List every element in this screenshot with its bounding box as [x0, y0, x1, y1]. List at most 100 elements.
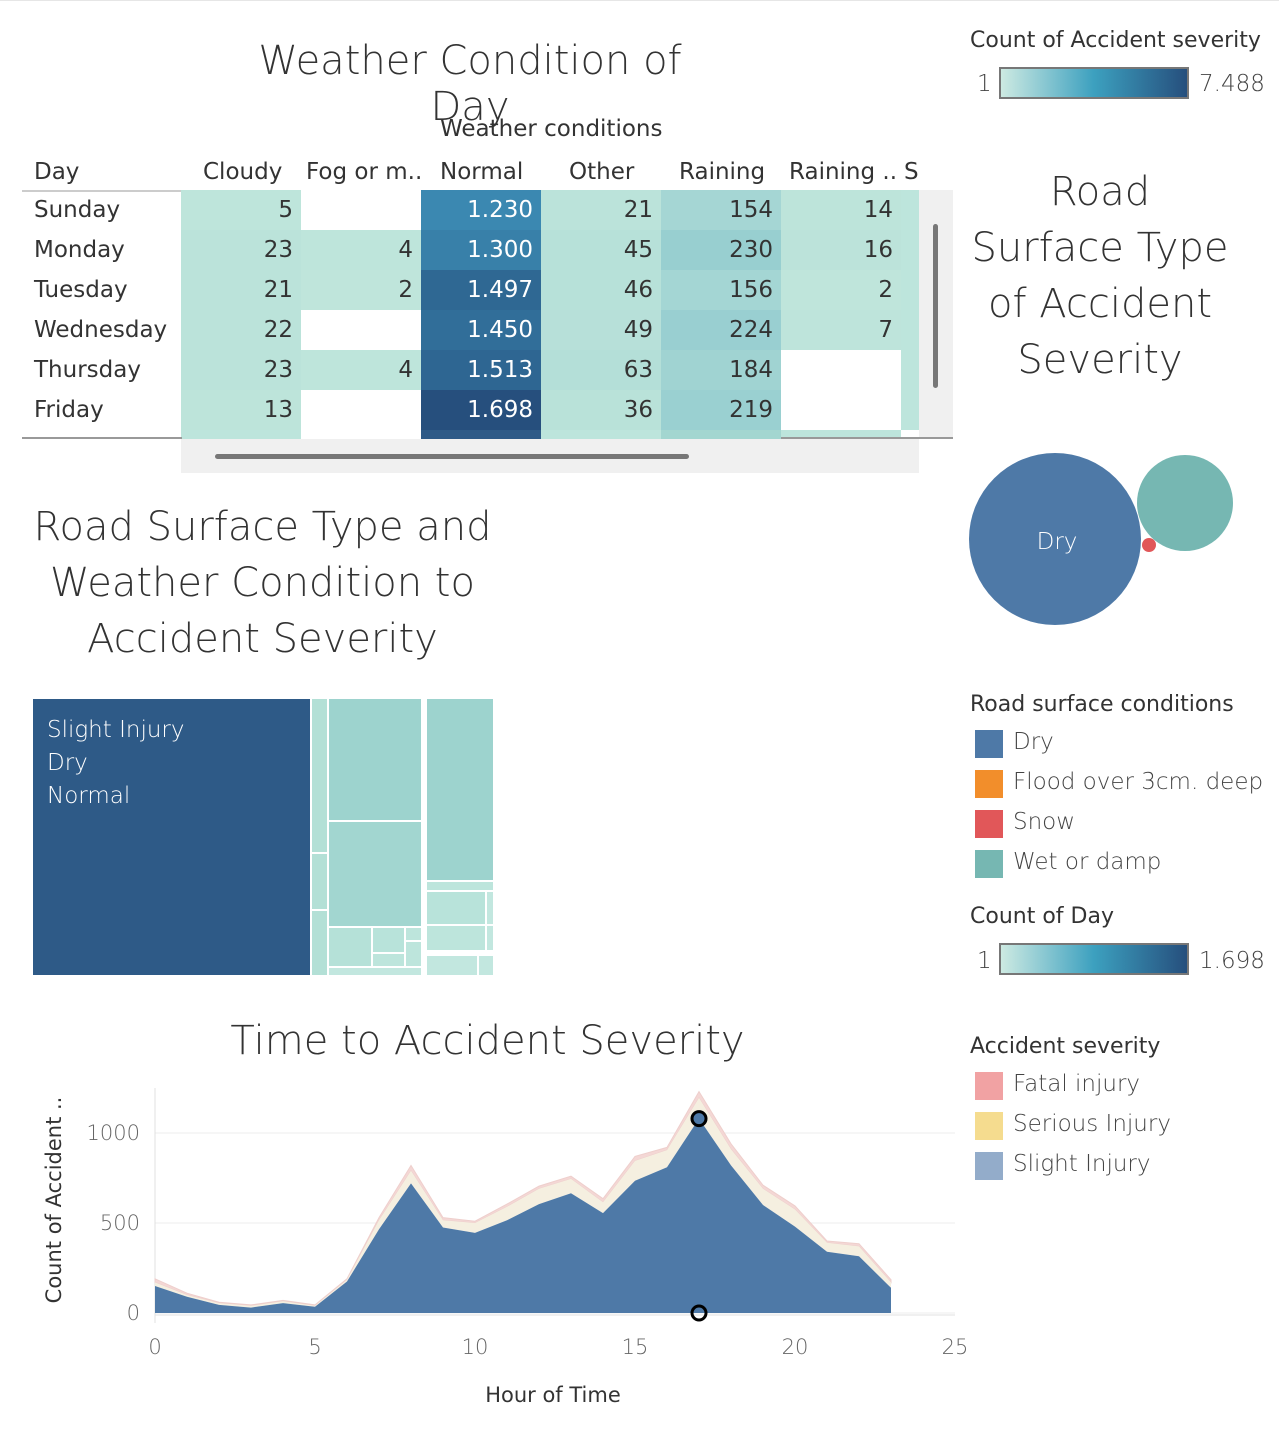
treemap-tile[interactable] [312, 699, 327, 852]
treemap-tile-main[interactable] [33, 699, 310, 975]
heatmap-cell[interactable]: 184 [661, 350, 781, 390]
heatmap-cell[interactable]: 156 [661, 270, 781, 310]
horizontal-scrollbar[interactable] [181, 439, 919, 473]
bubble-dry-label: Dry [1037, 529, 1078, 555]
heatmap-cell[interactable]: 2 [781, 270, 901, 310]
treemap-title-line-2: Weather Condition to [50, 560, 475, 606]
heatmap-cell[interactable]: 21 [541, 190, 661, 230]
treemap-tile[interactable] [329, 822, 421, 926]
treemap-tile[interactable] [427, 956, 477, 975]
heatmap-bottom-divider-right [781, 437, 953, 439]
heatmap-cell[interactable]: 4 [301, 350, 421, 390]
heatmap-col-header[interactable]: Cloudy [203, 159, 283, 185]
heatmap-cell[interactable]: 7 [781, 310, 901, 350]
x-tick-label: 0 [148, 1335, 161, 1359]
heatmap-cell[interactable]: 22 [181, 310, 301, 350]
legend-severity-count-max: 7.488 [1199, 71, 1265, 97]
bubble-snow[interactable] [1142, 538, 1156, 552]
treemap-tile[interactable] [427, 892, 485, 924]
legend-swatch [975, 730, 1003, 758]
legend-swatch [975, 1112, 1003, 1140]
treemap-label-surface: Dry [47, 750, 88, 776]
treemap-tile[interactable] [373, 928, 404, 952]
treemap-tile[interactable] [427, 926, 485, 950]
heatmap-cell[interactable] [301, 390, 421, 430]
treemap-tile[interactable] [427, 699, 493, 880]
bubble-wet-or-damp[interactable] [1137, 455, 1233, 551]
horizontal-scrollbar-thumb[interactable] [215, 454, 689, 459]
heatmap-bottom-divider [22, 437, 182, 439]
heatmap-cell[interactable]: 1.698 [421, 390, 541, 430]
y-tick-label: 500 [100, 1211, 140, 1235]
heatmap-cell[interactable]: 49 [541, 310, 661, 350]
heatmap-cell[interactable]: 63 [541, 350, 661, 390]
x-tick-label: 25 [942, 1335, 969, 1359]
area-chart-title: Time to Accident Severity [230, 1018, 745, 1064]
heatmap-column-strip [421, 430, 541, 439]
bubble-title-line-1: Road [1049, 169, 1151, 215]
treemap-tile[interactable] [312, 854, 327, 909]
heatmap-cell[interactable]: 16 [781, 230, 901, 270]
heatmap-clipped-cell [901, 270, 919, 310]
treemap-tile[interactable] [373, 954, 404, 966]
heatmap-clipped-cell [901, 190, 919, 230]
heatmap-col-header[interactable]: Normal [440, 159, 524, 185]
heatmap-cell[interactable]: 23 [181, 230, 301, 270]
heatmap-cell[interactable]: 1.513 [421, 350, 541, 390]
heatmap-cell[interactable] [781, 350, 901, 390]
heatmap-cell[interactable] [781, 390, 901, 430]
treemap-tile[interactable] [329, 928, 371, 966]
treemap-tile[interactable] [487, 892, 493, 924]
treemap-tile[interactable] [487, 926, 493, 950]
treemap-title-line-3: Accident Severity [87, 616, 438, 662]
x-tick-label: 5 [308, 1335, 321, 1359]
legend-day-count-min: 1 [977, 948, 992, 974]
bubble-chart: Dry [969, 453, 1233, 625]
heatmap-cell[interactable]: 224 [661, 310, 781, 350]
heatmap-col-header[interactable]: Raining [679, 159, 766, 185]
heatmap-cell[interactable]: 1.230 [421, 190, 541, 230]
heatmap-col-header[interactable]: S [904, 159, 919, 185]
heatmap-col-header[interactable]: Raining .. [789, 159, 898, 185]
treemap-tile[interactable] [329, 699, 421, 820]
vertical-scrollbar-thumb[interactable] [933, 224, 938, 388]
heatmap-cell[interactable]: 219 [661, 390, 781, 430]
heatmap-cell[interactable]: 23 [181, 350, 301, 390]
treemap-title-line-1: Road Surface Type and [33, 504, 492, 550]
heatmap-col-header[interactable]: Other [569, 159, 635, 185]
heatmap-cell[interactable]: 1.497 [421, 270, 541, 310]
treemap-tile[interactable] [329, 968, 421, 975]
heatmap-cell[interactable]: 45 [541, 230, 661, 270]
heatmap-cell[interactable]: 36 [541, 390, 661, 430]
heatmap-cell[interactable]: 154 [661, 190, 781, 230]
vertical-scrollbar[interactable] [919, 190, 953, 437]
heatmap-cell[interactable]: 21 [181, 270, 301, 310]
treemap-tile[interactable] [406, 928, 421, 940]
heatmap-cell[interactable]: 4 [301, 230, 421, 270]
heatmap-cell[interactable]: 14 [781, 190, 901, 230]
heatmap-cell[interactable]: 1.450 [421, 310, 541, 350]
heatmap-cell[interactable] [301, 310, 421, 350]
legend-label: Dry [1013, 729, 1054, 755]
bubble-title: Road Surface Type of Accident Severity [960, 164, 1240, 388]
treemap-tile[interactable] [312, 911, 327, 975]
heatmap-cell[interactable]: 46 [541, 270, 661, 310]
treemap-tile[interactable] [427, 882, 493, 890]
heatmap-col-header[interactable]: Fog or m.. [306, 159, 423, 185]
y-tick-label: 1000 [87, 1121, 140, 1145]
heatmap-cell[interactable]: 5 [181, 190, 301, 230]
heatmap-title: Weather Condition of Day [258, 38, 682, 130]
treemap-tile[interactable] [406, 942, 421, 966]
treemap-tile[interactable] [479, 956, 493, 975]
heatmap-cell[interactable]: 1.300 [421, 230, 541, 270]
x-tick-label: 10 [462, 1335, 489, 1359]
heatmap-cell[interactable]: 230 [661, 230, 781, 270]
heatmap-row-header: Day [34, 159, 80, 185]
heatmap-column-strip [661, 430, 781, 439]
heatmap-cell[interactable] [301, 190, 421, 230]
heatmap-clipped-cell [901, 350, 919, 390]
heatmap-clipped-cell [901, 310, 919, 350]
heatmap-cell[interactable]: 13 [181, 390, 301, 430]
heatmap-cell[interactable]: 2 [301, 270, 421, 310]
bubble-dry[interactable] [969, 453, 1141, 625]
